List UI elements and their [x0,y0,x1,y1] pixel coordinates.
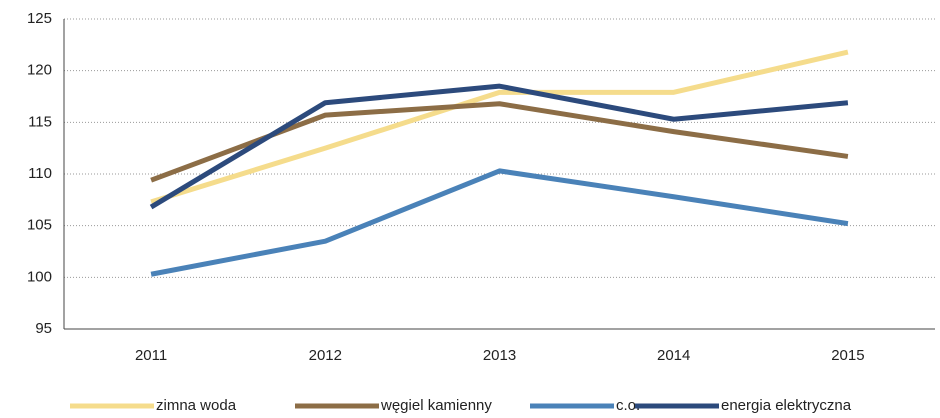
series-line [150,168,849,277]
x-tick-label: 2014 [657,347,690,364]
y-tick-label: 115 [28,113,52,130]
legend-label: energia elektryczna [721,397,852,414]
y-tick-label: 125 [27,10,52,27]
y-tick-label: 100 [27,268,52,285]
y-tick-label: 95 [35,320,52,337]
series-line [149,83,849,210]
x-tick-label: 2012 [309,347,342,364]
x-tick-label: 2013 [483,347,516,364]
legend-label: węgiel kamienny [380,397,492,414]
y-tick-label: 105 [27,217,52,234]
x-tick-label: 2011 [135,347,167,364]
legend-label: zimna woda [156,397,237,414]
x-tick-label: 2015 [831,347,864,364]
series-line [150,49,849,205]
legend-label: c.o. [616,397,640,414]
y-tick-label: 120 [27,62,52,79]
y-tick-label: 110 [28,165,52,182]
